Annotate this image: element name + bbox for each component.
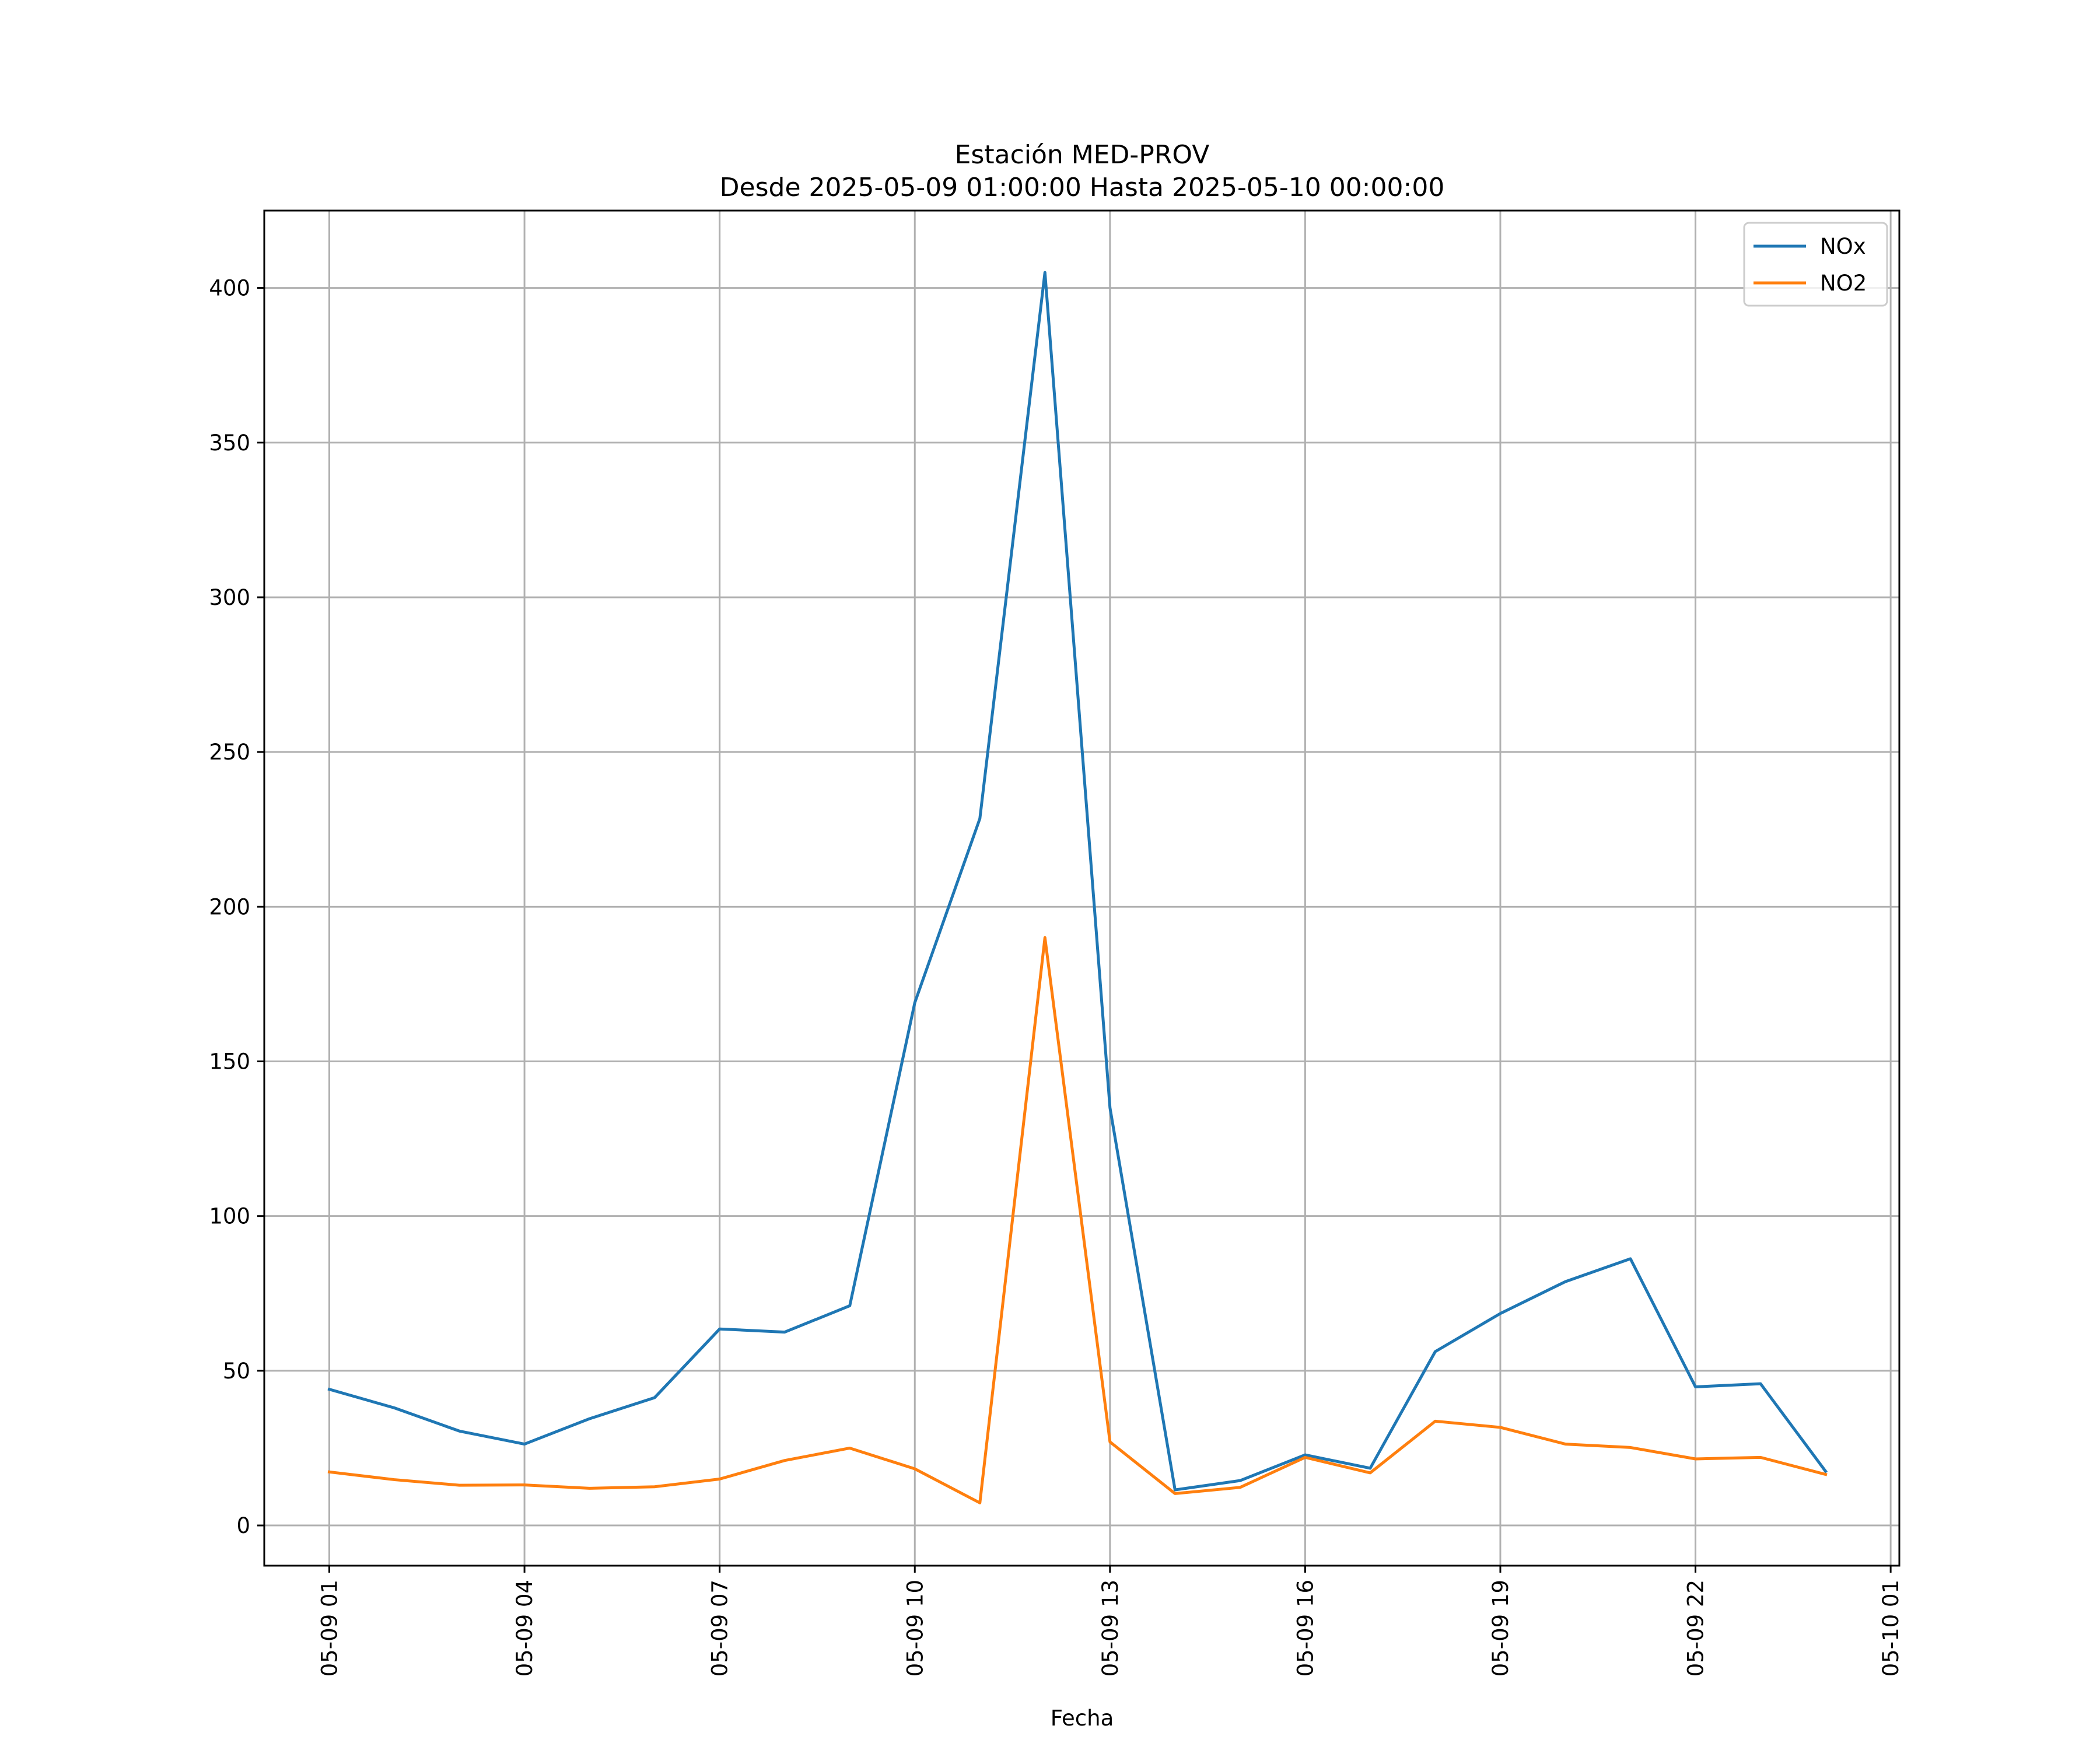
x-tick-label: 05-09 10 [902,1580,928,1676]
plot-frame [263,209,1901,1567]
y-tick-label: 300 [209,585,250,610]
x-tick-label: 05-09 04 [512,1580,537,1676]
y-tick-label: 150 [209,1049,250,1074]
chart-title: Estación MED-PROV [955,140,1210,170]
y-tick-label: 100 [209,1204,250,1229]
legend-box [1743,222,1888,307]
tick-layer: 0 50 100 150 200 250 300 350 400 05-09 01 05-09 04… [209,276,1903,1677]
y-tick-label: 250 [209,740,250,765]
series-layer [327,271,1828,1504]
x-tick-label: 05-09 01 [317,1580,342,1676]
x-tick-label: 05-09 22 [1684,1580,1709,1676]
series-line-nox [327,271,1828,1492]
legend-label-nox: NOx [1820,234,1866,259]
x-tick-label: 05-09 13 [1098,1580,1123,1676]
y-tick-label: 400 [209,276,250,301]
y-tick-label: 50 [223,1359,250,1384]
y-tick-label: 0 [236,1513,250,1538]
x-tick-label: 05-09 16 [1293,1580,1318,1676]
x-tick-label: 05-09 19 [1488,1580,1513,1676]
y-tick-label: 350 [209,430,250,456]
x-tick-label: 05-09 07 [708,1580,733,1676]
chart-subtitle: Desde 2025-05-09 01:00:00 Hasta 2025-05-… [720,173,1445,202]
x-axis-label: Fecha [1051,1706,1114,1731]
legend: NOx NO2 [1743,222,1888,307]
grid-layer [264,211,1899,1566]
legend-label-no2: NO2 [1820,271,1867,296]
x-tick-label: 05-10 01 [1878,1580,1903,1676]
y-tick-label: 200 [209,894,250,919]
series-line-no2 [327,936,1828,1504]
